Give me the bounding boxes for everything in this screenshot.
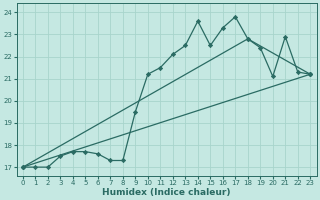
X-axis label: Humidex (Indice chaleur): Humidex (Indice chaleur): [102, 188, 231, 197]
